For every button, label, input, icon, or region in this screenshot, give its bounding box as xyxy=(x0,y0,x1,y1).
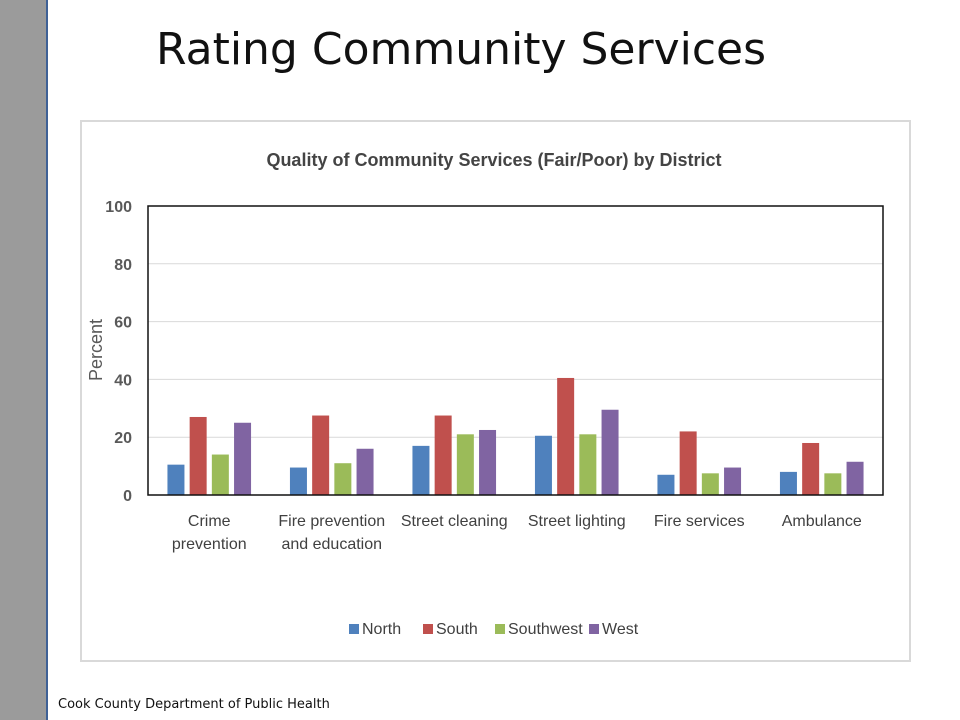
bar-southwest xyxy=(579,434,597,495)
legend-label: Southwest xyxy=(508,621,583,638)
x-tick-label-line: Ambulance xyxy=(782,513,862,530)
y-tick-label: 60 xyxy=(114,315,132,332)
bar-southwest xyxy=(456,434,474,495)
legend-label: South xyxy=(436,621,478,638)
x-tick-label: Street cleaning xyxy=(401,513,508,530)
bar-west xyxy=(724,467,742,495)
x-tick-label: Crime prevention xyxy=(172,513,247,553)
bar-southwest xyxy=(824,473,842,495)
y-tick-label: 80 xyxy=(114,257,132,274)
bar-south xyxy=(802,442,820,495)
x-tick-label: Street lighting xyxy=(528,513,626,530)
bar-west xyxy=(601,409,619,495)
slide-title: Rating Community Services xyxy=(156,24,767,75)
bar-south xyxy=(312,415,330,495)
plot-area-border xyxy=(147,205,884,496)
bar-southwest xyxy=(701,473,719,495)
y-axis-label: Percent xyxy=(86,319,106,381)
bar-west xyxy=(846,461,864,495)
x-tick-label: Fire services xyxy=(654,513,745,530)
legend-swatch xyxy=(589,624,599,634)
x-tick-label-line: Fire services xyxy=(654,513,745,530)
bar-south xyxy=(434,415,452,495)
chart-frame: Quality of Community Services (Fair/Poor… xyxy=(80,120,911,662)
bar-south xyxy=(679,431,697,495)
x-tick-label-line: Crime xyxy=(188,513,231,530)
x-tick-label-line: Fire prevention xyxy=(278,513,385,530)
footer-source: Cook County Department of Public Health xyxy=(58,697,330,712)
bar-south xyxy=(557,377,575,495)
bar-chart: Quality of Community Services (Fair/Poor… xyxy=(86,150,884,638)
legend-swatch xyxy=(423,624,433,634)
y-tick-label: 40 xyxy=(114,372,132,389)
bar-north xyxy=(167,464,185,495)
bar-north xyxy=(657,474,675,495)
bar-southwest xyxy=(211,454,229,495)
bar-west xyxy=(234,422,252,495)
chart-title: Quality of Community Services (Fair/Poor… xyxy=(266,150,721,170)
x-tick-label: Ambulance xyxy=(782,513,862,530)
legend-swatch xyxy=(349,624,359,634)
bar-west xyxy=(356,448,374,495)
bar-southwest xyxy=(334,463,352,495)
bar-north xyxy=(534,435,552,495)
bar-south xyxy=(189,416,207,495)
x-tick-label-line: prevention xyxy=(172,536,247,553)
y-tick-label: 0 xyxy=(123,488,132,505)
legend-label: North xyxy=(362,621,401,638)
side-accent-bar xyxy=(0,0,48,720)
x-tick-label-line: and education xyxy=(281,536,382,553)
y-tick-label: 20 xyxy=(114,430,132,447)
legend-label: West xyxy=(602,621,639,638)
y-tick-label: 100 xyxy=(105,199,132,216)
legend-swatch xyxy=(495,624,505,634)
bar-north xyxy=(289,467,307,495)
x-tick-label-line: Street cleaning xyxy=(401,513,508,530)
bar-north xyxy=(412,445,430,495)
bar-north xyxy=(779,471,797,495)
x-tick-label-line: Street lighting xyxy=(528,513,626,530)
x-tick-label: Fire prevention and education xyxy=(278,513,385,553)
bar-west xyxy=(479,429,497,495)
